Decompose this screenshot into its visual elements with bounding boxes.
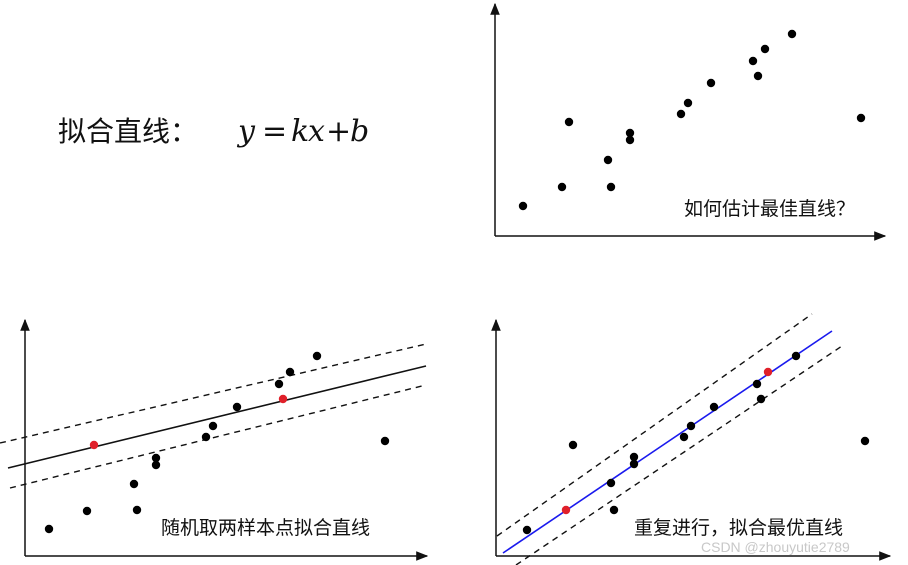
upper-threshold-line [0,343,427,444]
data-point [609,505,619,515]
data-point [132,505,142,515]
data-point [44,524,54,534]
sampled-point [278,394,288,404]
scatter-points [522,351,870,535]
sampled-point [89,440,99,450]
data-point [676,109,686,119]
data-point [201,432,211,442]
panel-bottom-right: 重复进行，拟合最优直线 [491,313,892,565]
data-point [706,78,716,88]
data-point [129,479,139,489]
fit-line [502,330,833,554]
watermark: CSDN @zhouyutie2789 [701,539,850,555]
formula-plus: + [326,114,351,149]
data-point [603,155,613,165]
data-point [679,432,689,442]
data-point [856,113,866,123]
data-point [232,402,242,412]
data-point [752,379,762,389]
sampled-point [561,505,571,515]
data-point [606,182,616,192]
fit-line [7,365,427,469]
data-point [683,98,693,108]
lower-threshold-line [9,384,427,489]
data-point [564,117,574,127]
data-point [686,421,696,431]
data-point [791,351,801,361]
data-point [522,525,532,535]
data-point [606,478,616,488]
panel-bottom-left: 随机取两样本点拟合直线 [0,318,429,561]
data-point [380,436,390,446]
data-point [629,459,639,469]
data-point [756,394,766,404]
data-point [82,506,92,516]
formula-x: x [308,114,325,149]
data-point [557,182,567,192]
data-point [274,379,284,389]
heading-label: 拟合直线： [58,115,198,148]
data-point [568,440,578,450]
data-point [151,460,161,470]
data-point [312,351,322,361]
panel-top-right: 如何估计最佳直线？ [490,2,887,241]
data-point [629,452,639,462]
data-point [860,436,870,446]
data-point [151,453,161,463]
data-point [285,367,295,377]
formula-b: b [350,114,369,149]
formula-y: y [236,114,256,149]
scatter-points [518,29,866,211]
upper-threshold-line [496,313,813,537]
panel-caption: 重复进行，拟合最优直线 [634,517,843,539]
scatter-points [44,351,390,534]
line-formula: y = k x + b [236,114,369,149]
data-point [625,135,635,145]
data-point [518,201,528,211]
data-point [748,56,758,66]
data-point [709,402,719,412]
data-point [625,128,635,138]
data-point [760,44,770,54]
data-point [208,421,218,431]
sampled-point [763,367,773,377]
formula-equals: = [262,114,287,149]
data-point [787,29,797,39]
panel-caption: 如何估计最佳直线？ [684,198,855,220]
data-point [753,71,763,81]
panel-caption: 随机取两样本点拟合直线 [161,517,370,539]
formula-k: k [291,114,309,149]
